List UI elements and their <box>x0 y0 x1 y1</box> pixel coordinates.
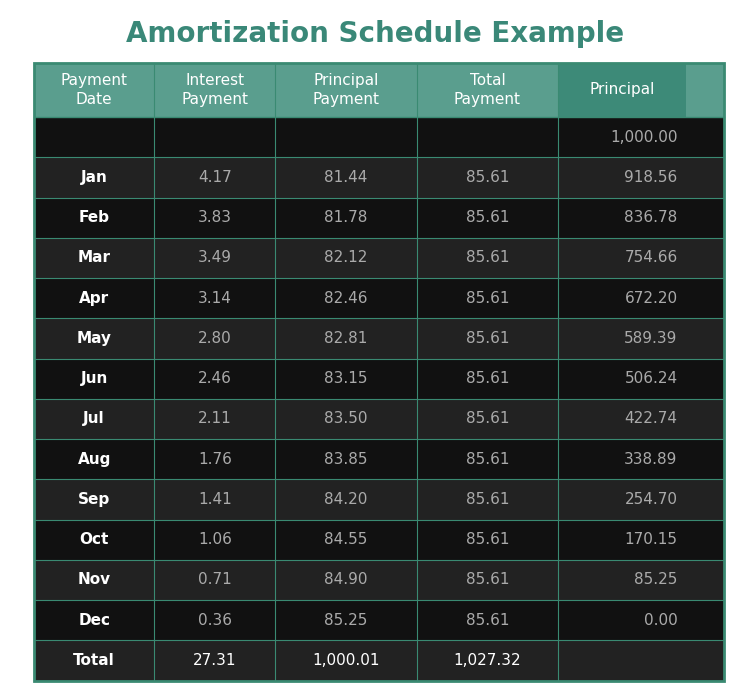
Bar <box>34 278 724 318</box>
Text: 83.15: 83.15 <box>324 371 368 386</box>
Text: Interest
Payment: Interest Payment <box>182 73 248 107</box>
Text: 85.61: 85.61 <box>466 532 509 547</box>
Text: 85.61: 85.61 <box>466 371 509 386</box>
Text: 84.55: 84.55 <box>324 532 368 547</box>
Text: 1.41: 1.41 <box>198 492 232 507</box>
Bar <box>34 117 724 157</box>
Bar <box>34 399 724 439</box>
Text: 85.25: 85.25 <box>324 613 368 628</box>
Text: 81.44: 81.44 <box>324 170 368 185</box>
Text: 1,027.32: 1,027.32 <box>454 653 521 668</box>
Text: 85.61: 85.61 <box>466 331 509 346</box>
Text: Payment
Date: Payment Date <box>61 73 128 107</box>
Text: 0.71: 0.71 <box>198 572 232 588</box>
Text: 506.24: 506.24 <box>625 371 677 386</box>
Text: Sep: Sep <box>78 492 110 507</box>
Text: 85.61: 85.61 <box>466 251 509 265</box>
Bar <box>34 519 724 560</box>
Text: 338.89: 338.89 <box>624 452 677 467</box>
Text: Aug: Aug <box>77 452 111 467</box>
Text: 1.06: 1.06 <box>198 532 232 547</box>
Text: 84.90: 84.90 <box>324 572 368 588</box>
Text: 754.66: 754.66 <box>624 251 677 265</box>
Text: 3.83: 3.83 <box>198 210 232 225</box>
Text: 2.46: 2.46 <box>198 371 232 386</box>
Text: Apr: Apr <box>79 291 110 306</box>
Text: Nov: Nov <box>77 572 111 588</box>
Text: 2.80: 2.80 <box>198 331 232 346</box>
Text: Total: Total <box>74 653 115 668</box>
Bar <box>34 560 724 600</box>
Text: 1.76: 1.76 <box>198 452 232 467</box>
Text: 82.81: 82.81 <box>324 331 368 346</box>
Text: 81.78: 81.78 <box>324 210 368 225</box>
Text: 85.61: 85.61 <box>466 210 509 225</box>
Text: 836.78: 836.78 <box>624 210 677 225</box>
Text: 82.12: 82.12 <box>324 251 368 265</box>
Text: 83.85: 83.85 <box>324 452 368 467</box>
Bar <box>34 600 724 640</box>
Text: 0.36: 0.36 <box>198 613 232 628</box>
Bar <box>34 157 724 198</box>
Text: 3.49: 3.49 <box>198 251 232 265</box>
Text: 672.20: 672.20 <box>625 291 677 306</box>
Text: 85.61: 85.61 <box>466 492 509 507</box>
Text: Jul: Jul <box>83 411 105 426</box>
Text: 422.74: 422.74 <box>625 411 677 426</box>
Text: 1,000.00: 1,000.00 <box>610 130 677 144</box>
Text: Principal: Principal <box>590 82 655 98</box>
Bar <box>34 198 724 238</box>
Bar <box>34 439 724 480</box>
Text: 27.31: 27.31 <box>193 653 236 668</box>
Text: 85.61: 85.61 <box>466 452 509 467</box>
Text: Mar: Mar <box>78 251 111 265</box>
Bar <box>34 238 724 278</box>
Text: 83.50: 83.50 <box>324 411 368 426</box>
Bar <box>34 480 724 519</box>
Text: 170.15: 170.15 <box>625 532 677 547</box>
Text: Jun: Jun <box>80 371 108 386</box>
Bar <box>34 318 724 359</box>
Text: 0.00: 0.00 <box>644 613 677 628</box>
Text: 84.20: 84.20 <box>324 492 368 507</box>
Bar <box>34 640 724 681</box>
Text: 2.11: 2.11 <box>198 411 232 426</box>
Text: 85.61: 85.61 <box>466 291 509 306</box>
Text: 4.17: 4.17 <box>198 170 232 185</box>
Text: 85.61: 85.61 <box>466 170 509 185</box>
Text: Dec: Dec <box>78 613 110 628</box>
Text: Jan: Jan <box>81 170 107 185</box>
Text: Total
Payment: Total Payment <box>454 73 521 107</box>
Text: Principal
Payment: Principal Payment <box>313 73 380 107</box>
Text: 1,000.01: 1,000.01 <box>312 653 380 668</box>
Text: 3.14: 3.14 <box>198 291 232 306</box>
Text: Amortization Schedule Example: Amortization Schedule Example <box>126 20 624 47</box>
Text: Oct: Oct <box>80 532 109 547</box>
Text: 85.25: 85.25 <box>634 572 677 588</box>
Bar <box>558 63 686 117</box>
Text: 918.56: 918.56 <box>624 170 677 185</box>
Text: 85.61: 85.61 <box>466 411 509 426</box>
Text: 254.70: 254.70 <box>625 492 677 507</box>
Text: 85.61: 85.61 <box>466 613 509 628</box>
Text: 82.46: 82.46 <box>324 291 368 306</box>
Text: 85.61: 85.61 <box>466 572 509 588</box>
Text: 589.39: 589.39 <box>624 331 677 346</box>
Text: Feb: Feb <box>79 210 110 225</box>
Bar <box>34 63 724 117</box>
Text: May: May <box>76 331 112 346</box>
Bar <box>34 359 724 399</box>
